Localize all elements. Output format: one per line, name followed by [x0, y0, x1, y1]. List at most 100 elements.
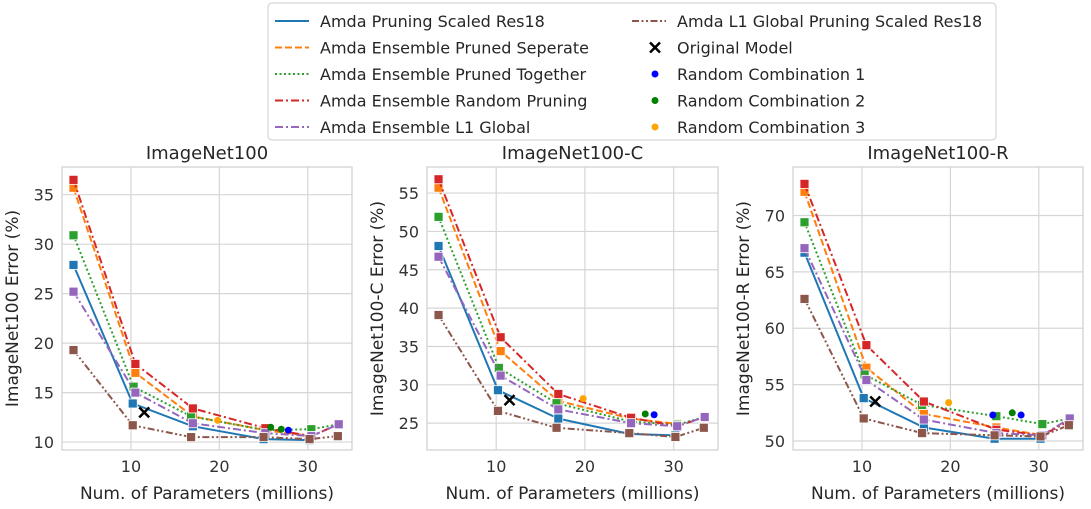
y-tick-label: 15 — [34, 384, 54, 403]
data-point — [433, 211, 444, 222]
data-point — [433, 174, 444, 185]
scatter-point — [945, 399, 953, 407]
data-point — [672, 421, 683, 432]
data-point — [187, 418, 198, 429]
series-line — [72, 234, 339, 432]
data-point — [799, 217, 810, 228]
data-point — [799, 294, 810, 304]
y-tick-label: 35 — [34, 186, 54, 205]
legend-item-original-model: Original Model — [649, 39, 793, 58]
legend-label: Random Combination 2 — [677, 92, 865, 111]
data-point — [127, 420, 138, 431]
data-point — [553, 389, 564, 399]
data-point — [68, 230, 79, 241]
scatter-random-combination-1 — [284, 426, 292, 434]
series-amda-l1-global-pruning-scaled-res18 — [799, 294, 1074, 442]
data-point — [258, 432, 269, 443]
legend-frame — [267, 2, 997, 141]
y-tick-label: 55 — [765, 376, 785, 395]
y-tick-label: 10 — [34, 433, 54, 452]
y-tick-label: 25 — [399, 414, 419, 433]
scatter-point — [1008, 409, 1016, 417]
legend-label: Original Model — [677, 39, 793, 58]
scatter-random-combination-1 — [650, 411, 658, 419]
scatter-random-combination-1 — [989, 411, 1025, 419]
y-tick-label: 50 — [399, 222, 419, 241]
series-line — [72, 291, 340, 438]
chart-title: ImageNet100 — [146, 143, 268, 164]
data-point — [186, 432, 196, 443]
series-amda-ensemble-pruned-together — [433, 211, 710, 430]
chart-imagenet100-c: 10 20 30 25 30 35 40 45 50 55 ImageNet100-C Num. of… — [368, 143, 719, 504]
x-tick-label: 10 — [121, 457, 141, 476]
scatter-random-combination-3 — [945, 399, 953, 407]
data-point — [553, 413, 564, 424]
original-model-marker — [503, 394, 516, 407]
data-point — [130, 387, 141, 398]
series-amda-ensemble-pruned-together — [799, 217, 1075, 429]
data-point — [918, 396, 929, 407]
legend-marker-dot — [651, 123, 659, 131]
data-point — [187, 403, 198, 414]
data-point — [861, 340, 872, 351]
series-amda-ensemble-random-pruning — [433, 174, 710, 432]
y-axis-label: ImageNet100-R Error (%) — [734, 201, 754, 416]
data-point — [624, 428, 635, 439]
legend-item-amda-pruning-scaled-res18: Amda Pruning Scaled Res18 — [275, 12, 545, 31]
scatter-point — [284, 426, 292, 434]
data-point — [1035, 431, 1046, 442]
scatter-random-combination-2 — [641, 410, 649, 418]
legend-label: Amda Ensemble Random Pruning — [320, 92, 587, 111]
grid — [427, 167, 718, 450]
data-point — [68, 345, 79, 355]
x-tick-label: 30 — [298, 457, 318, 476]
y-tick-label: 25 — [34, 285, 54, 304]
series-amda-ensemble-pruned-seperate — [68, 182, 317, 442]
data-point — [861, 375, 872, 385]
data-point — [433, 182, 444, 193]
y-tick-label: 40 — [399, 299, 419, 318]
y-tick-label: 50 — [765, 432, 785, 451]
series-amda-ensemble-l1-global — [433, 251, 710, 432]
data-point — [917, 428, 927, 438]
data-point — [433, 310, 444, 320]
y-axis-label: ImageNet100 Error (%) — [3, 210, 23, 407]
legend-marker-dot — [651, 70, 659, 78]
y-tick-label: 35 — [399, 337, 419, 356]
data-point — [1037, 419, 1048, 429]
legend-label: Random Combination 1 — [677, 65, 865, 84]
scatter-random-combination-2 — [267, 423, 285, 433]
series-line — [437, 178, 706, 428]
plot-frame — [61, 166, 353, 451]
data-point — [68, 286, 79, 297]
data-point — [304, 434, 315, 445]
scatter-point — [579, 395, 587, 403]
legend-item-amda-l1-global-pruning-scaled-res18: Amda L1 Global Pruning Scaled Res18 — [632, 12, 982, 31]
scatter-point — [1017, 411, 1025, 419]
data-point — [551, 422, 562, 433]
chart-title: ImageNet100-C — [502, 143, 643, 164]
legend-item-random-combination-2: Random Combination 2 — [651, 92, 865, 111]
legend-label: Random Combination 3 — [677, 118, 865, 137]
legend-marker-x — [649, 41, 661, 54]
series-line — [437, 216, 705, 426]
x-tick-label: 30 — [663, 457, 683, 476]
y-tick-label: 20 — [34, 334, 54, 353]
legend-label: Amda L1 Global Pruning Scaled Res18 — [677, 12, 982, 31]
y-tick-label: 60 — [765, 319, 785, 338]
data-point — [626, 418, 636, 429]
data-point — [799, 243, 810, 254]
y-tick-label: 70 — [765, 206, 785, 225]
original-model-marker — [138, 406, 151, 419]
data-point — [699, 412, 710, 422]
series-amda-ensemble-random-pruning — [799, 179, 1075, 441]
data-point — [433, 251, 444, 262]
series-amda-ensemble-l1-global — [68, 286, 344, 442]
data-point — [127, 398, 138, 409]
x-tick-label: 20 — [575, 457, 595, 476]
original-model-marker — [869, 395, 882, 408]
data-point — [68, 260, 79, 270]
data-point — [1063, 420, 1074, 431]
scatter-point — [989, 411, 997, 419]
y-tick-label: 30 — [34, 235, 54, 254]
